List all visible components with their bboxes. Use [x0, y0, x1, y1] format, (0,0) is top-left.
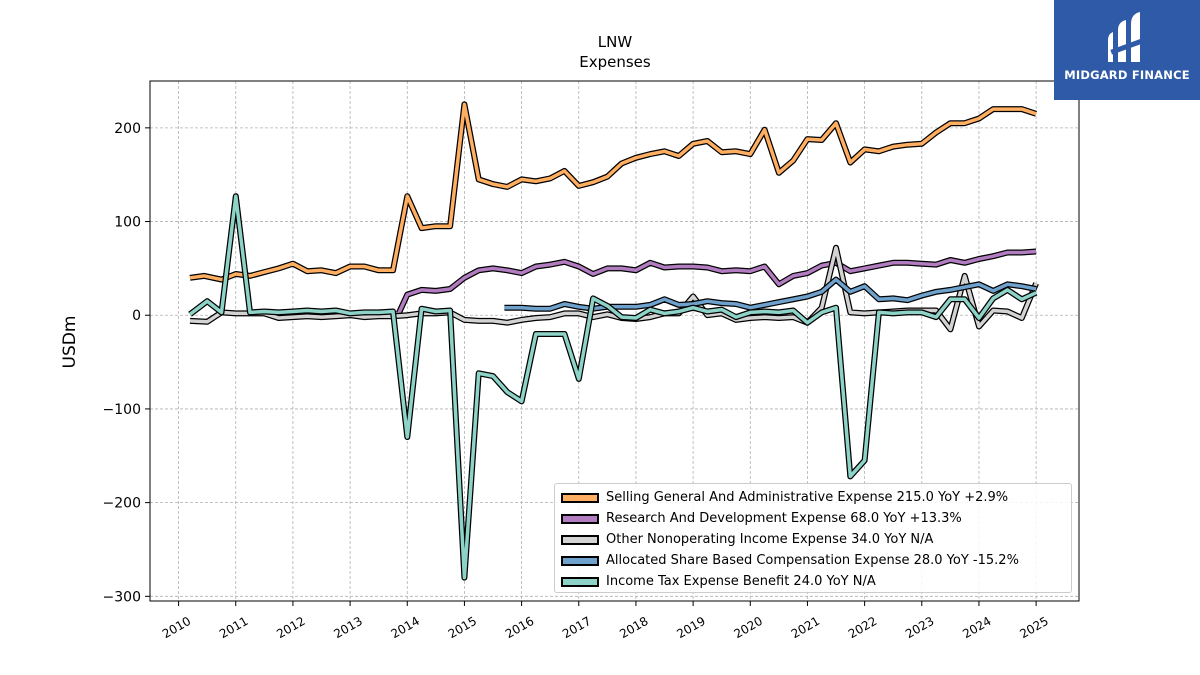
series-line	[397, 249, 1037, 315]
series-line	[188, 194, 1037, 580]
legend-item: Other Nonoperating Income Expense 34.0 Y…	[561, 529, 1065, 550]
legend: Selling General And Administrative Expen…	[554, 483, 1072, 593]
x-tick-label: 2021	[789, 614, 822, 641]
legend-label: Allocated Share Based Compensation Expen…	[606, 553, 1019, 568]
legend-swatch	[561, 513, 599, 524]
x-tick-label: 2022	[846, 614, 879, 641]
series-line-outline	[189, 101, 1038, 283]
y-tick-label: 200	[114, 121, 141, 137]
legend-label: Research And Development Expense 68.0 Yo…	[606, 511, 962, 526]
x-tick-label: 2013	[331, 614, 364, 641]
x-tick-label: 2025	[1017, 614, 1050, 641]
chart-subtitle: Expenses	[579, 53, 651, 71]
brand-name: MIDGARD FINANCE	[1064, 68, 1190, 82]
grid-lines	[150, 81, 1079, 601]
legend-item: Selling General And Administrative Expen…	[561, 487, 1065, 508]
legend-item: Allocated Share Based Compensation Expen…	[561, 550, 1065, 571]
x-tick-label: 2017	[560, 614, 593, 641]
y-tick-label: −200	[103, 496, 141, 512]
brand-logo: MIDGARD FINANCE	[1054, 0, 1200, 100]
y-tick-label: −100	[103, 402, 141, 418]
x-tick-label: 2011	[217, 614, 250, 641]
y-tick-label: −300	[103, 589, 141, 605]
series-lines	[188, 101, 1039, 581]
y-axis-label: USDm	[60, 316, 80, 369]
legend-swatch	[561, 576, 599, 587]
legend-swatch	[561, 492, 599, 503]
x-tick-label: 2010	[160, 614, 193, 641]
y-tick-label: 0	[132, 308, 141, 324]
x-tick-label: 2023	[903, 614, 936, 641]
series-line	[189, 102, 1037, 282]
legend-label: Income Tax Expense Benefit 24.0 YoY N/A	[606, 574, 876, 589]
legend-item: Research And Development Expense 68.0 Yo…	[561, 508, 1065, 529]
legend-swatch	[561, 555, 599, 566]
y-tick-label: 100	[114, 215, 141, 231]
legend-swatch	[561, 534, 599, 545]
x-tick-label: 2015	[446, 614, 479, 641]
x-tick-label: 2024	[960, 614, 993, 641]
x-tick-label: 2014	[389, 614, 422, 641]
legend-item: Income Tax Expense Benefit 24.0 YoY N/A	[561, 571, 1065, 592]
midgard-logo-icon	[1108, 12, 1145, 62]
x-tick-label: 2012	[274, 614, 307, 641]
legend-label: Other Nonoperating Income Expense 34.0 Y…	[606, 532, 934, 547]
series-line	[504, 277, 1037, 311]
x-tick-label: 2020	[732, 614, 765, 641]
x-tick-label: 2018	[617, 614, 650, 641]
plot-frame	[149, 80, 1080, 602]
x-tick-label: 2019	[674, 614, 707, 641]
legend-label: Selling General And Administrative Expen…	[606, 490, 1009, 505]
chart-title: LNW	[598, 33, 633, 51]
x-tick-label: 2016	[503, 614, 536, 641]
